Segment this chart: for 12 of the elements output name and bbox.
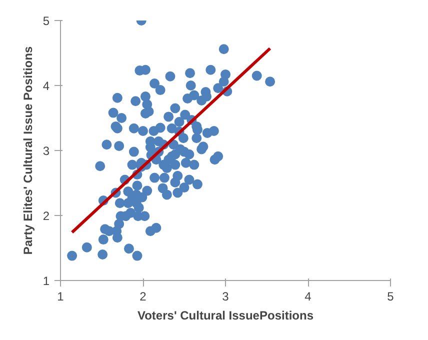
- y-axis-title: Party Elites' Cultural Issue Positions: [20, 46, 35, 255]
- y-tick-label: 2: [42, 209, 50, 223]
- y-tick-label: 4: [42, 79, 50, 93]
- x-tick-label: 3: [222, 290, 230, 304]
- x-tick-label: 5: [387, 290, 394, 304]
- x-tick-label: 1: [57, 290, 64, 304]
- x-tick-label: 4: [304, 290, 312, 304]
- x-axis-title: Voters' Cultural IssuePositions: [138, 308, 314, 322]
- y-tick-label: 3: [42, 144, 50, 158]
- y-tick-label: 5: [42, 14, 50, 28]
- y-tick-label: 1: [42, 274, 50, 288]
- x-tick-label: 2: [140, 290, 147, 304]
